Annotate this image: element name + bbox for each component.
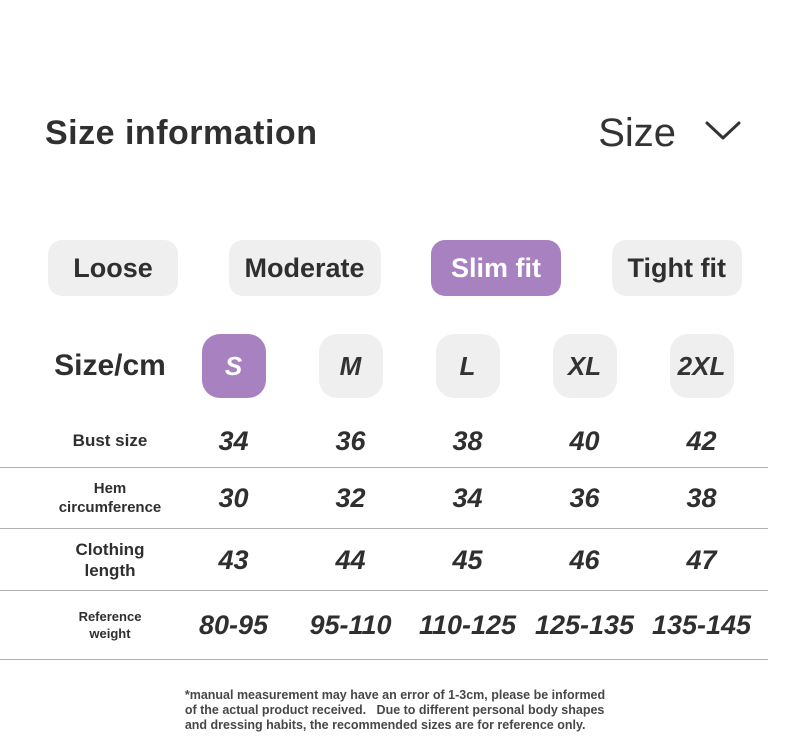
page-title: Size information (45, 113, 318, 152)
table-cell: 44 (335, 544, 366, 575)
table-cell: 47 (686, 544, 717, 575)
fit-option-loose[interactable]: Loose (48, 240, 178, 296)
disclaimer-line: of the actual product received. Due to d… (184, 703, 605, 717)
table-cell: 95-110 (309, 610, 392, 640)
size-chip-s[interactable]: S (201, 334, 266, 398)
disclaimer-line: *manual measurement may have an error of… (184, 688, 606, 702)
table-row-clothing-length: Clothing length 43 44 45 46 47 (0, 529, 790, 591)
size-chip-xl[interactable]: XL (552, 334, 617, 398)
table-cell: 36 (335, 425, 366, 456)
row-label: Reference weight (78, 609, 142, 641)
size-dropdown[interactable]: Size (598, 111, 742, 156)
size-unit-label: Size/cm (54, 349, 166, 382)
row-label: Bust size (72, 431, 148, 451)
fit-options-row: Loose Moderate Slim fit Tight fit (0, 240, 790, 296)
chevron-down-icon (704, 120, 742, 147)
fit-option-tight-fit[interactable]: Tight fit (611, 240, 742, 296)
size-chip-l[interactable]: L (435, 334, 500, 398)
table-row-hem-circumference: Hem circumference 30 32 34 36 38 (0, 468, 790, 529)
table-cell: 43 (218, 544, 249, 575)
table-cell: 80-95 (198, 610, 269, 640)
row-label: Hem circumference (58, 479, 162, 516)
table-cell: 45 (452, 544, 483, 575)
header: Size information Size (0, 104, 790, 162)
table-cell: 36 (569, 483, 600, 513)
size-chip-2xl[interactable]: 2XL (669, 334, 734, 398)
table-cell: 40 (569, 425, 600, 456)
size-chip-m[interactable]: M (318, 334, 383, 398)
size-dropdown-label: Size (598, 110, 676, 155)
table-cell: 46 (569, 544, 600, 575)
disclaimer-line: and dressing habits, the recommended siz… (184, 718, 586, 732)
table-cell: 34 (452, 483, 483, 513)
table-cell: 32 (335, 483, 366, 513)
size-header-row: Size/cm S M L XL 2XL (0, 334, 790, 398)
row-label: Clothing length (75, 539, 145, 580)
table-cell: 30 (218, 483, 249, 513)
table-cell: 110-125 (418, 610, 517, 640)
table-cell: 38 (686, 483, 717, 513)
table-row-bust-size: Bust size 34 36 38 40 42 (0, 414, 790, 468)
table-cell: 125-135 (534, 610, 635, 640)
table-cell: 42 (686, 425, 717, 456)
fit-option-moderate[interactable]: Moderate (228, 240, 381, 296)
measurement-disclaimer: *manual measurement may have an error of… (185, 688, 605, 733)
size-table: Bust size 34 36 38 40 42 Hem circumferen… (0, 414, 790, 660)
table-cell: 34 (218, 425, 249, 456)
fit-option-slim-fit[interactable]: Slim fit (431, 240, 562, 296)
table-cell: 38 (452, 425, 483, 456)
table-cell: 135-145 (651, 610, 752, 640)
table-row-reference-weight: Reference weight 80-95 95-110 110-125 12… (0, 591, 790, 660)
